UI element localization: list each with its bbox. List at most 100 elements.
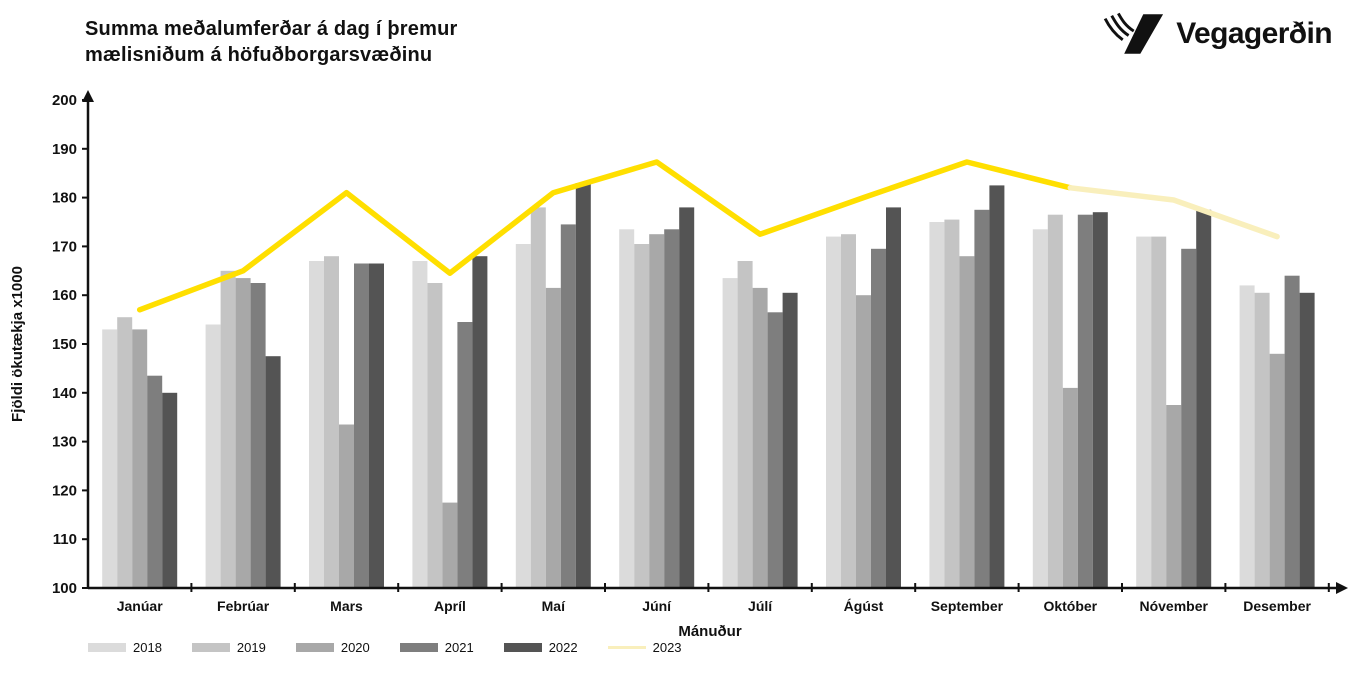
legend-item-2021: 2021 (399, 640, 474, 655)
bar-2022-Júní (679, 207, 695, 588)
vegagerdin-logo-text: Vegagerðin (1176, 17, 1332, 50)
bar-2020-Október (1062, 387, 1078, 588)
bar-2018-Janúar (102, 329, 118, 588)
bar-2020-Maí (545, 287, 561, 588)
bar-2019-September (944, 219, 960, 588)
y-tick-label-130: 130 (52, 434, 77, 451)
legend-label-2019: 2019 (236, 640, 266, 655)
x-tick-label-Nóvember: Nóvember (1139, 598, 1208, 614)
y-tick-label-150: 150 (52, 336, 77, 353)
bar-2021-Mars (354, 263, 369, 588)
y-tick-label-140: 140 (52, 385, 77, 402)
bar-2020-Ágúst (856, 295, 871, 588)
bar-2019-Apríl (427, 283, 443, 588)
bar-2020-Nóvember (1166, 405, 1182, 588)
bar-2021-Júlí (767, 312, 783, 588)
bar-2019-Ágúst (841, 234, 856, 588)
bar-2021-Nóvember (1181, 248, 1197, 589)
bar-2020-September (959, 256, 975, 588)
bar-2018-Maí (515, 244, 531, 588)
bar-2019-Október (1047, 214, 1063, 588)
y-tick-label-110: 110 (53, 531, 77, 548)
bar-2022-Mars (369, 263, 384, 588)
legend-swatch-2023 (607, 646, 646, 649)
x-tick-label-Desember: Desember (1243, 598, 1311, 614)
x-axis-arrow (1336, 582, 1348, 594)
bar-2018-Febrúar (205, 324, 221, 588)
bar-2022-September (989, 185, 1005, 588)
chart-title-line2: mælisniðum á höfuðborgarsvæðinu (85, 44, 433, 67)
bar-2022-Ágúst (886, 207, 901, 588)
legend-swatch-2021 (399, 643, 438, 652)
bar-2022-Júlí (782, 292, 798, 588)
legend-label-2018: 2018 (133, 640, 162, 655)
bar-2020-Febrúar (235, 278, 251, 588)
x-tick-label-Ágúst: Ágúst (844, 598, 884, 614)
bar-2018-Apríl (412, 261, 428, 588)
chart-title-line1: Summa meðalumferðar á dag í þremur (85, 18, 458, 40)
bar-2018-Desember (1239, 285, 1255, 588)
x-axis-title: Mánuður (678, 623, 741, 640)
bar-2021-Febrúar (250, 283, 266, 588)
y-tick-label-120: 120 (52, 482, 77, 499)
x-tick-label-Október: Október (1043, 598, 1097, 614)
bar-2019-Júlí (737, 261, 753, 588)
bar-2022-Janúar (162, 392, 178, 588)
chart-title: Summa meðalumferðar á dag í þremur mælis… (85, 16, 457, 69)
line-2023-solid (136, 159, 1074, 313)
bar-2022-Desember (1299, 292, 1315, 588)
x-tick-label-Apríl: Apríl (434, 598, 466, 614)
y-tick-label-200: 200 (52, 92, 77, 109)
chart-legend: 2018 2019 2020 2021 2022 2023 (88, 640, 682, 655)
bar-2022-Maí (575, 183, 591, 588)
vegagerdin-logo-icon (1104, 12, 1164, 54)
bar-2018-September (929, 222, 945, 588)
legend-item-2022: 2022 (503, 640, 578, 655)
bar-2019-Mars (324, 256, 339, 588)
bar-2021-September (974, 209, 990, 589)
legend-item-2020: 2020 (295, 640, 370, 655)
x-tick-label-Febrúar: Febrúar (217, 598, 270, 614)
bar-2020-Apríl (442, 502, 458, 588)
x-tick-label-Júlí: Júlí (748, 598, 773, 614)
bar-2018-Ágúst (826, 236, 841, 588)
x-tick-label-Júní: Júní (642, 598, 672, 614)
x-tick-label-Maí: Maí (542, 598, 566, 614)
bar-2019-Maí (530, 207, 546, 588)
x-tick-label-Mars: Mars (330, 598, 363, 614)
bar-2019-Nóvember (1151, 236, 1167, 588)
bar-2021-Janúar (147, 375, 163, 588)
bar-2020-Júní (649, 234, 665, 588)
bar-2021-Október (1077, 214, 1093, 588)
bar-2018-Júlí (722, 278, 738, 588)
bar-2020-Mars (339, 424, 354, 588)
legend-label-2022: 2022 (548, 640, 578, 655)
bar-2019-Janúar (117, 317, 133, 588)
bar-2021-Júní (664, 229, 680, 589)
y-tick-label-100: 100 (52, 580, 77, 597)
bar-2022-Október (1092, 212, 1108, 588)
bar-2021-Desember (1284, 275, 1300, 588)
legend-item-2023: 2023 (607, 640, 682, 655)
bar-2022-Febrúar (265, 356, 281, 588)
line-2023-faded (1067, 185, 1280, 240)
bar-2020-Júlí (752, 287, 768, 588)
y-tick-label-170: 170 (52, 238, 77, 255)
legend-label-2020: 2020 (340, 640, 370, 655)
x-tick-label-Janúar: Janúar (117, 598, 163, 614)
legend-item-2019: 2019 (191, 640, 266, 655)
bar-2021-Maí (560, 224, 576, 588)
bar-2020-Janúar (132, 329, 148, 588)
bar-2018-Mars (309, 261, 324, 588)
legend-swatch-2022 (503, 643, 542, 652)
legend-label-2021: 2021 (444, 640, 474, 655)
legend-swatch-2020 (295, 643, 334, 652)
vegagerdin-logo: Vegagerðin (1100, 10, 1333, 58)
bar-2022-Nóvember (1196, 209, 1212, 589)
bar-2020-Desember (1269, 353, 1285, 588)
y-axis-title: Fjöldi ökutækja x1000 (9, 266, 26, 422)
y-tick-label-180: 180 (52, 190, 77, 207)
legend-swatch-2019 (191, 643, 230, 652)
y-tick-label-160: 160 (52, 287, 77, 304)
